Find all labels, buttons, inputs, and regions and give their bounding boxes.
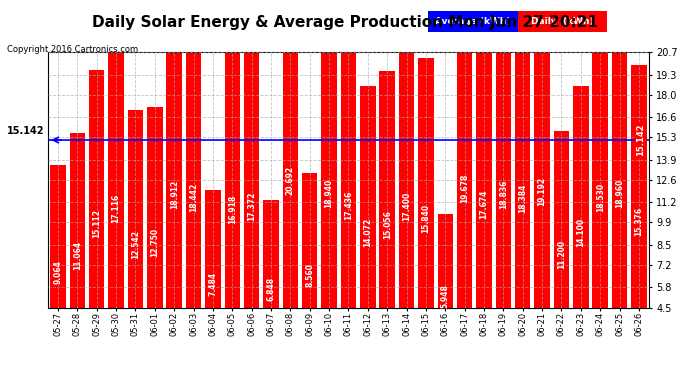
Text: 11.064: 11.064 — [73, 241, 82, 270]
Bar — [495, 11, 511, 308]
Text: 15.142: 15.142 — [8, 126, 45, 136]
Bar — [418, 58, 433, 308]
Bar — [186, 17, 201, 307]
Bar — [302, 173, 317, 308]
Text: 9.064: 9.064 — [54, 260, 63, 284]
Text: 19.678: 19.678 — [460, 173, 469, 203]
Text: 20.692: 20.692 — [286, 165, 295, 195]
Bar — [70, 134, 85, 308]
Bar — [553, 131, 569, 308]
Text: 15.056: 15.056 — [383, 210, 392, 239]
Text: 18.530: 18.530 — [595, 183, 604, 212]
Text: 16.918: 16.918 — [228, 195, 237, 224]
Bar — [573, 86, 589, 308]
Text: 18.960: 18.960 — [615, 179, 624, 209]
Text: 17.372: 17.372 — [247, 192, 256, 221]
Text: 12.750: 12.750 — [150, 228, 159, 257]
Text: 5.948: 5.948 — [441, 284, 450, 308]
Text: 18.384: 18.384 — [518, 183, 527, 213]
Bar — [631, 66, 647, 308]
Bar — [50, 165, 66, 308]
Bar — [205, 190, 221, 308]
Bar — [283, 0, 298, 308]
Text: 12.542: 12.542 — [131, 230, 140, 259]
Bar — [341, 33, 356, 308]
Text: 18.442: 18.442 — [189, 183, 198, 212]
Bar — [399, 34, 414, 308]
Text: 11.200: 11.200 — [557, 240, 566, 269]
Bar — [224, 41, 240, 308]
Bar — [360, 86, 375, 308]
Text: 18.940: 18.940 — [324, 179, 333, 209]
Text: 15.112: 15.112 — [92, 210, 101, 238]
Text: Copyright 2016 Cartronics.com: Copyright 2016 Cartronics.com — [7, 45, 138, 54]
Text: 17.400: 17.400 — [402, 191, 411, 220]
Bar — [380, 70, 395, 308]
Bar — [322, 9, 337, 308]
Text: 17.116: 17.116 — [112, 194, 121, 223]
Bar — [244, 34, 259, 308]
Text: 19.192: 19.192 — [538, 177, 546, 206]
Text: 18.836: 18.836 — [499, 180, 508, 209]
Text: 14.100: 14.100 — [576, 217, 585, 246]
Bar — [128, 110, 144, 308]
Bar — [457, 0, 473, 308]
Bar — [264, 200, 279, 308]
Bar — [437, 214, 453, 308]
Text: 7.484: 7.484 — [208, 272, 217, 296]
Text: 17.674: 17.674 — [480, 189, 489, 219]
Text: 17.436: 17.436 — [344, 191, 353, 220]
Bar — [147, 107, 163, 307]
Text: Daily Solar Energy & Average Production Mon Jun 27 20:21: Daily Solar Energy & Average Production … — [92, 15, 598, 30]
Text: 6.848: 6.848 — [266, 277, 275, 301]
Text: 18.912: 18.912 — [170, 180, 179, 209]
Text: 15.376: 15.376 — [634, 207, 643, 237]
Text: 14.072: 14.072 — [364, 217, 373, 247]
Bar — [515, 18, 531, 307]
Bar — [166, 10, 182, 308]
Bar — [108, 38, 124, 308]
Bar — [89, 70, 104, 308]
Bar — [612, 9, 627, 308]
Text: 8.560: 8.560 — [305, 264, 314, 288]
Bar — [534, 5, 550, 308]
Text: Daily  (kWh): Daily (kWh) — [531, 17, 593, 26]
Text: 15.840: 15.840 — [422, 204, 431, 233]
Text: 15.142: 15.142 — [636, 124, 645, 156]
Text: Average (kWh): Average (kWh) — [435, 17, 511, 26]
Bar — [593, 16, 608, 307]
Bar — [476, 29, 492, 308]
